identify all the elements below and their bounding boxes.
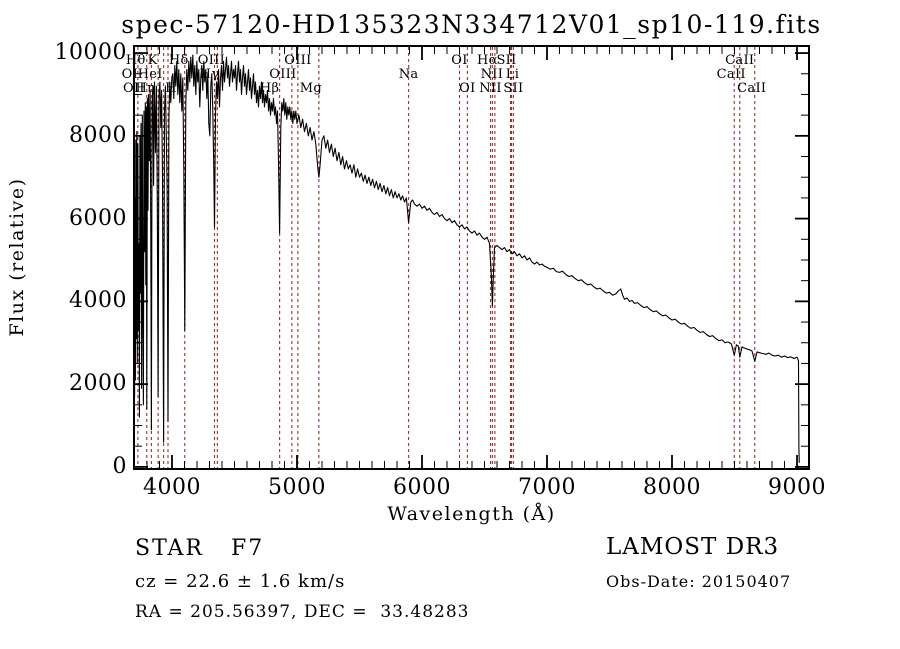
classification-text: STAR F7 (135, 536, 265, 561)
figure-title: spec-57120-HD135323N334712V01_sp10-119.f… (121, 10, 822, 39)
x-axis-label: Wavelength (Å) (387, 503, 556, 525)
plot-svg (133, 45, 810, 470)
spectral-line-label: OIII (197, 53, 226, 68)
y-tick-label: 8000 (69, 122, 127, 148)
y-tick-label: 10000 (54, 40, 127, 66)
spectral-line-label: SII (496, 53, 517, 68)
obs-date-text: Obs-Date: 20150407 (606, 572, 792, 591)
spectral-line-label: CaII (737, 81, 767, 96)
spectral-line-label: OI (121, 67, 139, 82)
x-tick-label: 6000 (393, 475, 451, 500)
y-tick-label: 0 (112, 453, 127, 479)
spectral-line-label: CaII (716, 67, 746, 82)
spectral-line-label: OII (122, 81, 145, 96)
spectral-line-label: OIII (284, 53, 312, 68)
spectral-line-label: Hθ (125, 53, 146, 68)
spectral-line-label: Hδ (168, 53, 189, 68)
x-tick-label: 8000 (643, 475, 701, 500)
spectral-line-label: OI (451, 53, 468, 68)
x-tick-label: 7000 (518, 475, 576, 500)
plot-area (133, 45, 810, 470)
spectral-line-label: NII (480, 67, 504, 82)
radial-velocity-text: cz = 22.6 ± 1.6 km/s (135, 571, 346, 592)
survey-name-text: LAMOST DR3 (606, 534, 780, 560)
x-tick-label: 4000 (143, 475, 201, 500)
spectral-line-label: OI (459, 81, 476, 96)
spectral-line-label: HeI (137, 67, 163, 82)
coordinates-text: RA = 205.56397, DEC = 33.48283 (135, 602, 470, 622)
spectral-line-label: SII (503, 81, 524, 96)
spectral-line-label: Hη (135, 81, 156, 96)
spectral-line-label: Na (398, 67, 419, 82)
spectral-line-label: H (165, 81, 177, 96)
axes-frame (133, 45, 810, 470)
spectral-line-label: Hγ (199, 67, 220, 82)
spectral-line-label: OIII (269, 67, 297, 82)
spectral-line-label: Li (505, 67, 520, 82)
spectral-line-label: Hβ (259, 81, 280, 96)
y-tick-label: 6000 (69, 205, 127, 231)
y-tick-label: 2000 (69, 371, 127, 397)
x-tick-label: 9000 (768, 475, 826, 500)
spectral-line-label: Mg (299, 81, 322, 96)
spectral-line-label: Hα (477, 53, 498, 68)
spectral-line-label: K (147, 53, 158, 68)
x-tick-label: 5000 (268, 475, 326, 500)
spectrum-trace (133, 54, 800, 463)
y-tick-label: 4000 (69, 288, 127, 314)
y-axis-label: Flux (relative) (6, 177, 28, 337)
spectral-line-label: NII (479, 81, 502, 96)
spectral-line-label: CaII (725, 53, 755, 68)
